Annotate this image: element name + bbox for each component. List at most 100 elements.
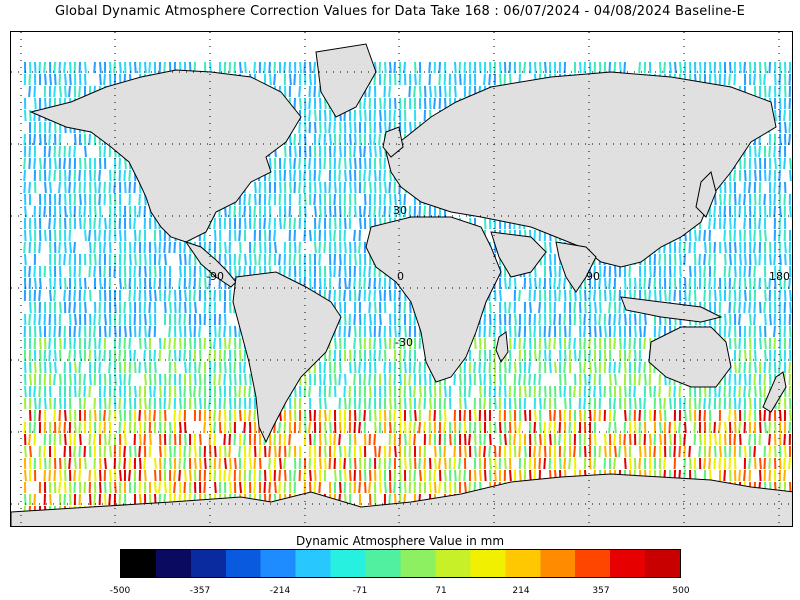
track-sample (493, 349, 496, 362)
track-sample (94, 349, 97, 362)
track-sample (723, 469, 726, 482)
track-sample (73, 481, 76, 494)
track-sample (509, 409, 512, 422)
track-sample (483, 445, 486, 458)
track-sample (248, 445, 251, 458)
track-sample (588, 397, 591, 410)
track-sample (338, 157, 341, 170)
track-sample (83, 289, 86, 302)
track-sample (68, 301, 71, 314)
track-sample (454, 61, 457, 74)
track-sample (59, 373, 62, 386)
track-sample (404, 457, 407, 470)
track-sample (189, 385, 192, 398)
track-sample (403, 301, 406, 314)
track-sample (698, 229, 701, 242)
track-sample (74, 421, 77, 434)
track-sample (383, 97, 386, 110)
track-sample (33, 421, 36, 434)
track-sample (99, 481, 102, 494)
track-sample (98, 361, 101, 374)
track-sample (108, 433, 111, 446)
track-sample (393, 109, 396, 122)
track-sample (713, 265, 716, 278)
track-sample (124, 181, 127, 194)
track-sample (103, 181, 106, 194)
track-sample (123, 169, 126, 182)
track-sample (509, 73, 512, 86)
track-sample (668, 385, 671, 398)
track-sample (149, 289, 152, 302)
track-sample (99, 61, 102, 74)
track-sample (304, 421, 307, 434)
track-sample (39, 337, 42, 350)
track-sample (378, 277, 381, 290)
track-sample (379, 145, 382, 158)
track-sample (278, 445, 281, 458)
track-sample (209, 421, 212, 434)
track-sample (433, 409, 436, 422)
track-sample (323, 373, 326, 386)
track-sample (378, 349, 381, 362)
track-sample (53, 85, 56, 98)
track-sample (193, 385, 196, 398)
track-sample (468, 481, 471, 494)
track-sample (414, 73, 417, 86)
track-sample (278, 421, 281, 434)
track-sample (64, 481, 67, 494)
track-sample (554, 289, 557, 302)
track-sample (33, 85, 36, 98)
track-sample (254, 181, 257, 194)
track-sample (734, 421, 737, 434)
track-sample (353, 373, 356, 386)
track-sample (564, 397, 567, 410)
track-sample (594, 301, 597, 314)
track-sample (694, 397, 697, 410)
track-sample (518, 337, 521, 350)
track-sample (374, 145, 377, 158)
track-sample (333, 289, 336, 302)
track-sample (719, 289, 722, 302)
track-sample (73, 181, 76, 194)
track-sample (228, 205, 231, 218)
track-sample (63, 61, 66, 74)
track-sample (84, 457, 87, 470)
track-sample (689, 457, 692, 470)
track-sample (538, 373, 541, 386)
track-sample (78, 361, 81, 374)
track-sample (98, 349, 101, 362)
track-sample (339, 445, 342, 458)
track-sample (124, 433, 127, 446)
track-sample (579, 289, 582, 302)
track-sample (738, 421, 741, 434)
track-sample (138, 205, 141, 218)
track-sample (363, 97, 366, 110)
track-sample (93, 325, 96, 338)
track-sample (69, 205, 72, 218)
track-sample (714, 385, 717, 398)
track-sample (293, 73, 296, 86)
track-sample (159, 385, 162, 398)
track-sample (69, 313, 72, 326)
track-sample (349, 133, 352, 146)
track-sample (323, 241, 326, 254)
track-sample (658, 253, 661, 266)
track-sample (128, 289, 131, 302)
track-sample (659, 289, 662, 302)
track-sample (78, 421, 81, 434)
track-sample (198, 361, 201, 374)
track-sample (179, 337, 182, 350)
track-sample (159, 457, 162, 470)
track-sample (339, 481, 342, 494)
track-sample (329, 229, 332, 242)
track-sample (84, 145, 87, 158)
track-sample (339, 205, 342, 218)
track-sample (643, 325, 646, 338)
track-sample (469, 373, 472, 386)
track-sample (543, 457, 546, 470)
track-sample (128, 169, 131, 182)
track-sample (433, 469, 436, 482)
track-sample (653, 385, 656, 398)
track-sample (38, 313, 41, 326)
track-sample (729, 181, 732, 194)
